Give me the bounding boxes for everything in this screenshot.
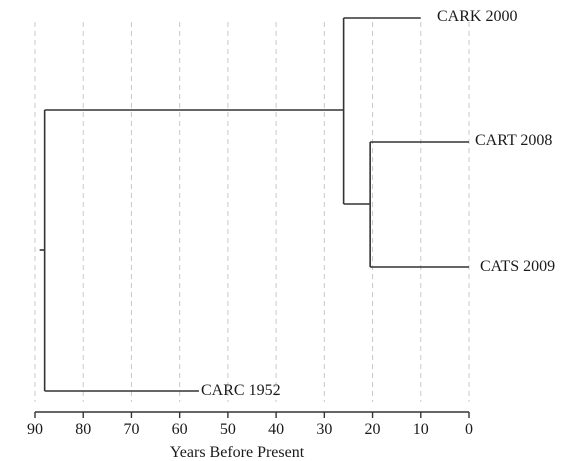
tree-branches (39, 17, 469, 392)
x-axis: 90 80 70 60 50 40 30 20 10 0 Years Before Present (27, 411, 473, 461)
tip-label-cats-2009: CATS 2009 (480, 258, 555, 275)
x-tick-label-30: 30 (316, 421, 332, 438)
tip-label-cart-2008: CART 2008 (475, 132, 552, 149)
tip-labels: CARK 2000 CART 2008 CATS 2009 CARC 1952 (201, 8, 555, 399)
x-tick-label-90: 90 (27, 421, 43, 438)
x-tick-label-0: 0 (465, 421, 473, 438)
grid-lines (34, 22, 470, 402)
tip-label-carc-1952: CARC 1952 (201, 382, 281, 399)
x-tick-label-10: 10 (413, 421, 429, 438)
x-axis-ticks: 90 80 70 60 50 40 30 20 10 0 (27, 412, 473, 438)
tip-label-cark-2000: CARK 2000 (437, 8, 517, 25)
x-tick-label-80: 80 (75, 421, 91, 438)
x-tick-label-70: 70 (123, 421, 139, 438)
x-axis-title: Years Before Present (170, 444, 305, 461)
x-tick-label-60: 60 (172, 421, 188, 438)
x-tick-label-20: 20 (365, 421, 381, 438)
x-tick-label-40: 40 (268, 421, 284, 438)
x-tick-label-50: 50 (220, 421, 236, 438)
